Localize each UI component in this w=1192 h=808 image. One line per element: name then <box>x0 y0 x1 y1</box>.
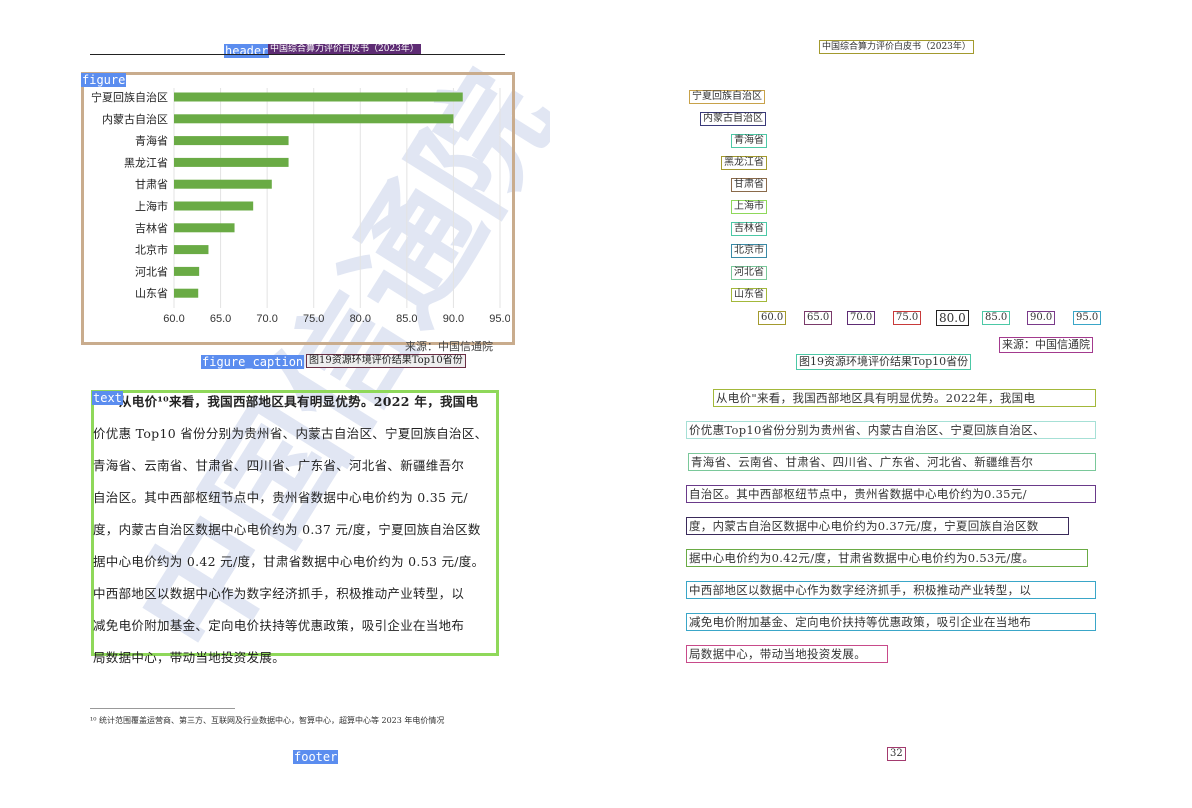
right-category-label: 甘肃省 <box>731 178 767 192</box>
bar <box>174 223 235 233</box>
paragraph-line: 从电价¹⁰来看，我国西部地区具有明显优势。2022 年，我国电 <box>119 394 479 409</box>
y-category-label: 山东省 <box>135 287 168 300</box>
paragraph-line: 据中心电价约为 0.42 元/度，甘肃省数据中心电价约为 0.53 元/度。 <box>93 554 485 569</box>
bar <box>174 245 209 255</box>
y-category-label: 甘肃省 <box>135 178 168 191</box>
right-category-label: 黑龙江省 <box>721 156 767 170</box>
right-tick-label: 65.0 <box>804 311 833 325</box>
right-category-label: 内蒙古自治区 <box>700 112 766 126</box>
right-paragraph-line: 青海省、云南省、甘肃省、四川省、广东省、河北省、新疆维吾尔 <box>688 453 1096 471</box>
x-tick-label: 70.0 <box>256 313 277 325</box>
header-text: 中国综合算力评价白皮书（2023年） <box>268 44 421 55</box>
figure-caption: 图19资源环境评价结果Top10省份 <box>306 354 466 368</box>
right-category-label: 宁夏回族自治区 <box>689 90 765 104</box>
footnote-rule <box>90 708 235 709</box>
text-tag: text <box>92 391 123 405</box>
right-category-label: 北京市 <box>731 244 767 258</box>
right-paragraph-line: 自治区。其中西部枢纽节点中，贵州省数据中心电价约为0.35元/ <box>686 485 1096 503</box>
x-tick-label: 60.0 <box>163 313 184 325</box>
right-tick-label: 95.0 <box>1073 311 1102 325</box>
right-category-label: 青海省 <box>731 134 767 148</box>
paragraph-line: 价优惠 Top10 省份分别为贵州省、内蒙古自治区、宁夏回族自治区、 <box>93 426 488 441</box>
right-category-label: 吉林省 <box>731 222 767 236</box>
bar <box>174 179 272 189</box>
right-paragraph-line: 据中心电价约为0.42元/度，甘肃省数据中心电价约为0.53元/度。 <box>686 549 1088 567</box>
right-paragraph-line: 减免电价附加基金、定向电价扶持等优惠政策，吸引企业在当地布 <box>686 613 1096 631</box>
right-paragraph-line: 价优惠Top10省份分别为贵州省、内蒙古自治区、宁夏回族自治区、 <box>686 421 1096 439</box>
right-tick-label: 75.0 <box>893 311 922 325</box>
page-number: 32 <box>887 747 906 761</box>
footnote: ¹⁰ 统计范围覆盖运营商、第三方、互联网及行业数据中心，智算中心，超算中心等 2… <box>90 716 445 725</box>
y-category-label: 河北省 <box>135 265 168 278</box>
bar <box>174 201 254 211</box>
right-paragraph-line: 中西部地区以数据中心作为数字经济抓手，积极推动产业转型，以 <box>686 581 1096 599</box>
footer-tag: footer <box>293 750 339 764</box>
x-tick-label: 95.0 <box>489 313 510 325</box>
bar <box>174 136 289 146</box>
paragraph-line: 度，内蒙古自治区数据中心电价约为 0.37 元/度，宁夏回族自治区数 <box>93 522 481 537</box>
paragraph-line: 中西部地区以数据中心作为数字经济抓手，积极推动产业转型，以 <box>93 586 465 601</box>
right-header-text: 中国综合算力评价白皮书（2023年） <box>819 40 974 54</box>
paragraph-line: 减免电价附加基金、定向电价扶持等优惠政策，吸引企业在当地布 <box>93 618 465 633</box>
header-rule <box>90 54 505 55</box>
y-category-label: 青海省 <box>135 134 168 148</box>
y-category-label: 宁夏回族自治区 <box>91 90 168 104</box>
right-tick-label: 80.0 <box>936 310 969 326</box>
figure-caption-tag: figure_caption <box>201 355 305 369</box>
bar <box>174 92 463 102</box>
right-paragraph-line: 度，内蒙古自治区数据中心电价约为0.37元/度，宁夏回族自治区数 <box>686 517 1069 535</box>
right-tick-label: 90.0 <box>1027 311 1056 325</box>
x-tick-label: 75.0 <box>303 313 324 325</box>
right-paragraph-line: 局数据中心，带动当地投资发展。 <box>686 645 888 663</box>
text-region <box>91 390 499 656</box>
y-category-label: 内蒙古自治区 <box>102 112 168 126</box>
right-category-label: 上海市 <box>731 200 767 214</box>
x-tick-label: 80.0 <box>350 313 371 325</box>
x-tick-label: 90.0 <box>443 313 464 325</box>
paragraph-line: 青海省、云南省、甘肃省、四川省、广东省、河北省、新疆维吾尔 <box>93 458 465 473</box>
figure-tag: figure <box>81 73 127 87</box>
x-tick-label: 85.0 <box>396 313 417 325</box>
bar <box>174 114 454 124</box>
bar-chart: 60.0 65.0 70.0 75.0 80.0 85.0 90.0 95.0 宁夏回族自治区内… <box>91 88 510 325</box>
right-tick-label: 60.0 <box>758 311 787 325</box>
x-tick-label: 65.0 <box>210 313 231 325</box>
bar <box>174 157 289 167</box>
bar <box>174 288 199 298</box>
right-tick-label: 70.0 <box>847 311 876 325</box>
header-tag: header <box>224 44 270 58</box>
right-paragraph-line: 从电价"来看，我国西部地区具有明显优势。2022年，我国电 <box>713 389 1096 407</box>
right-tick-label: 85.0 <box>982 311 1011 325</box>
bar <box>174 266 200 276</box>
paragraph-line: 自治区。其中西部枢纽节点中，贵州省数据中心电价约为 0.35 元/ <box>93 490 468 505</box>
right-caption: 图19资源环境评价结果Top10省份 <box>796 354 972 370</box>
right-category-label: 山东省 <box>731 288 767 302</box>
paragraph-line: 局数据中心，带动当地投资发展。 <box>93 650 286 665</box>
y-category-label: 上海市 <box>135 199 168 213</box>
right-source: 来源：中国信通院 <box>999 337 1093 353</box>
y-category-label: 北京市 <box>135 243 168 257</box>
figure-source: 来源：中国信通院 <box>405 340 493 353</box>
y-category-label: 黑龙江省 <box>124 156 168 169</box>
y-category-label: 吉林省 <box>135 221 168 235</box>
figure-region <box>81 72 515 345</box>
right-category-label: 河北省 <box>731 266 767 280</box>
